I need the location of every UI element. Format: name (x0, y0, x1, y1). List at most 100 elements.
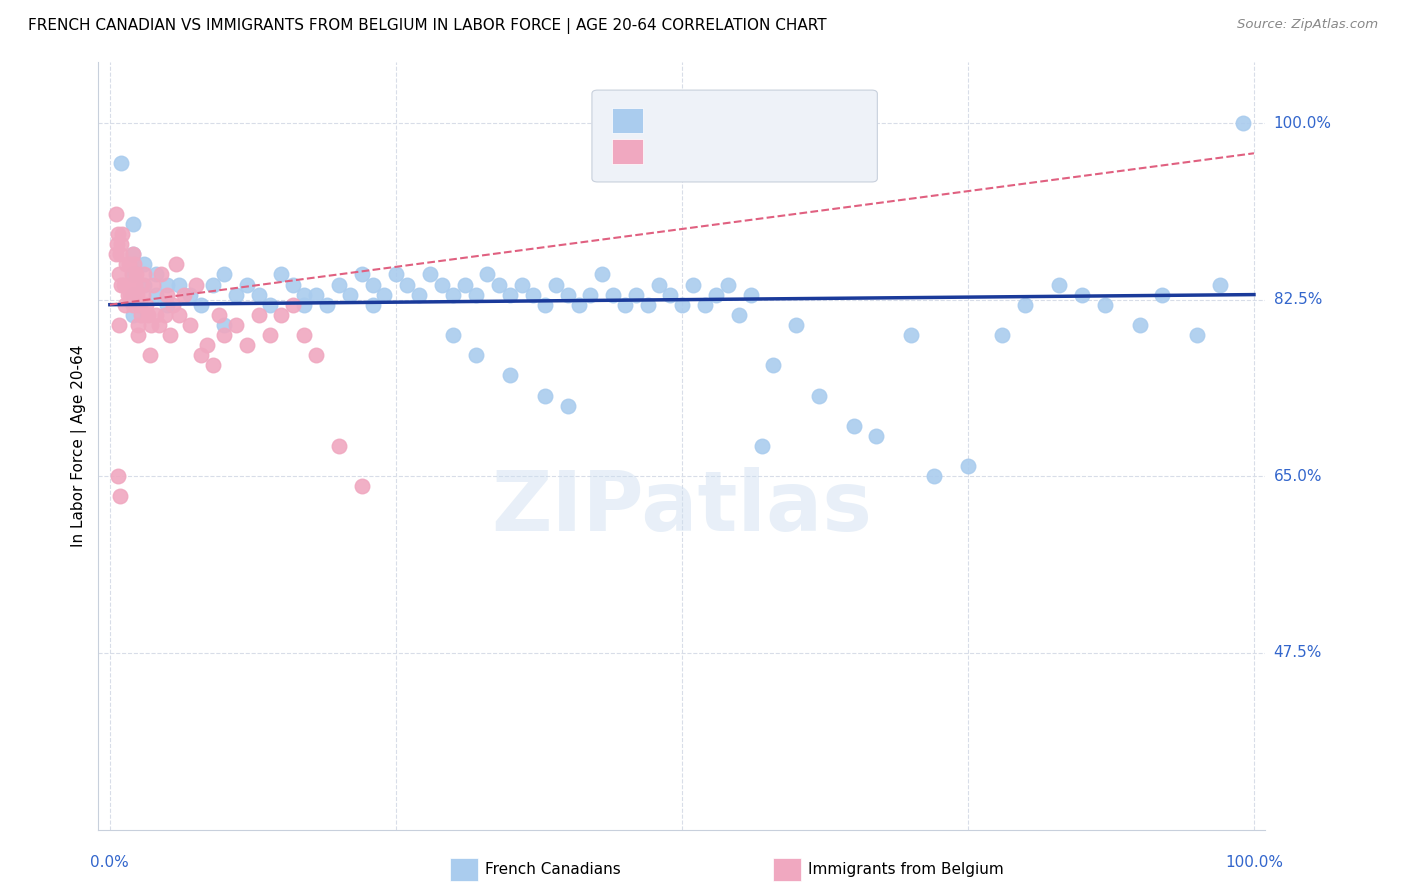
Point (477, 268, 499, 282)
Point (488, 277, 510, 292)
Point (179, 287, 201, 301)
Text: R =: R = (654, 112, 692, 129)
Point (156, 287, 179, 301)
Text: FRENCH CANADIAN VS IMMIGRANTS FROM BELGIUM IN LABOR FORCE | AGE 20-64 CORRELATIO: FRENCH CANADIAN VS IMMIGRANTS FROM BELGI… (28, 18, 827, 34)
Text: 100.0%: 100.0% (1225, 855, 1282, 870)
Point (693, 298, 716, 312)
Point (419, 268, 441, 282)
Text: 65: 65 (793, 143, 817, 161)
Point (361, 277, 384, 292)
Point (579, 287, 602, 301)
Point (159, 328, 181, 343)
Point (121, 287, 143, 301)
Point (613, 298, 636, 312)
Point (1185, 328, 1208, 343)
Point (142, 277, 165, 292)
Point (131, 277, 153, 292)
Point (624, 287, 647, 301)
Point (373, 287, 395, 301)
Point (499, 287, 522, 301)
Point (121, 247, 143, 261)
Point (682, 277, 704, 292)
Point (281, 277, 304, 292)
Point (108, 490, 131, 504)
Point (139, 318, 162, 332)
Point (110, 277, 132, 292)
Point (956, 459, 979, 474)
Point (499, 368, 522, 383)
Point (112, 277, 135, 292)
Point (991, 328, 1014, 343)
Point (225, 318, 247, 332)
Point (385, 268, 408, 282)
Point (179, 318, 201, 332)
Point (139, 348, 162, 362)
Point (785, 318, 807, 332)
Point (115, 257, 138, 271)
Point (350, 268, 373, 282)
Point (328, 439, 350, 453)
Point (762, 358, 785, 372)
Text: 0.037: 0.037 (690, 143, 745, 161)
Point (292, 328, 315, 343)
Text: Immigrants from Belgium: Immigrants from Belgium (808, 863, 1004, 877)
Point (162, 298, 184, 312)
Point (648, 277, 671, 292)
Point (671, 298, 693, 312)
Point (842, 418, 865, 433)
Text: 0.0%: 0.0% (90, 855, 129, 870)
Point (396, 277, 419, 292)
Point (108, 318, 131, 332)
Point (1152, 287, 1174, 301)
Point (270, 308, 292, 322)
Point (167, 308, 190, 322)
Point (145, 268, 167, 282)
Point (214, 328, 236, 343)
Point (121, 298, 143, 312)
Point (900, 328, 922, 343)
Point (125, 268, 148, 282)
Point (465, 348, 488, 362)
Text: 47.5%: 47.5% (1274, 646, 1322, 660)
Point (361, 298, 384, 312)
Point (115, 277, 138, 292)
Point (127, 328, 149, 343)
Text: 90: 90 (793, 112, 817, 129)
Point (108, 268, 131, 282)
Point (145, 287, 167, 301)
Point (136, 308, 159, 322)
Text: R =: R = (654, 143, 692, 161)
Point (922, 469, 945, 483)
Point (441, 328, 464, 343)
Point (728, 308, 751, 322)
Point (568, 298, 591, 312)
Point (135, 298, 157, 312)
Point (121, 268, 143, 282)
Y-axis label: In Labor Force | Age 20-64: In Labor Force | Age 20-64 (72, 345, 87, 547)
Point (121, 308, 143, 322)
Point (1128, 318, 1150, 332)
Point (117, 287, 139, 301)
Text: 82.5%: 82.5% (1274, 293, 1322, 307)
Point (557, 287, 579, 301)
Point (339, 287, 361, 301)
Point (740, 287, 762, 301)
Point (270, 268, 292, 282)
Point (305, 348, 328, 362)
Point (108, 247, 131, 261)
Point (259, 328, 281, 343)
Text: N =: N = (749, 112, 799, 129)
Point (557, 399, 579, 413)
Point (591, 268, 613, 282)
Point (190, 298, 212, 312)
Point (533, 298, 555, 312)
Point (510, 277, 533, 292)
Point (124, 277, 146, 292)
Point (128, 298, 150, 312)
Point (105, 237, 128, 252)
Point (236, 338, 259, 352)
Point (281, 298, 304, 312)
Point (195, 338, 218, 352)
Point (132, 287, 155, 301)
Point (441, 287, 464, 301)
